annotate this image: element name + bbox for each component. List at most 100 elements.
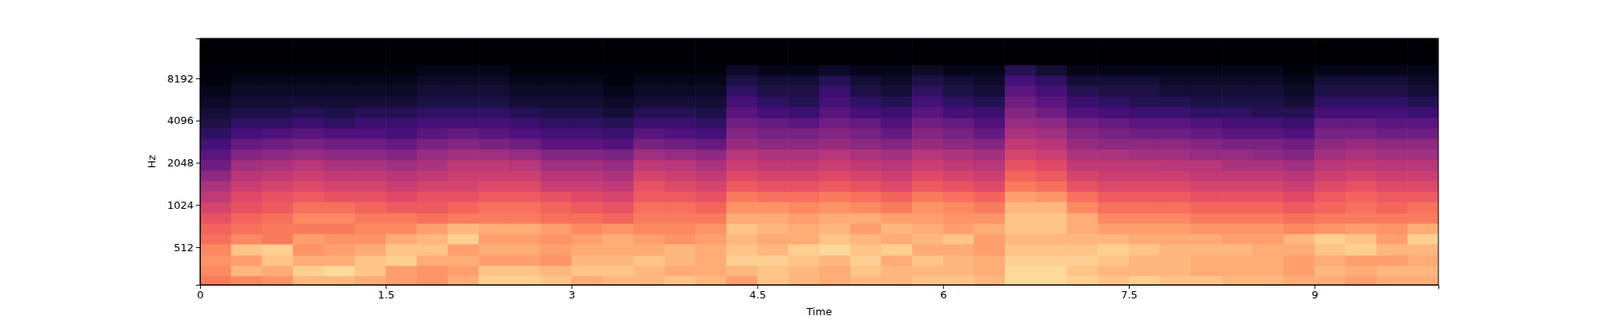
cell [1345, 212, 1377, 224]
cell [726, 201, 758, 213]
cell [1314, 138, 1346, 150]
cell [1407, 180, 1439, 192]
cell [1314, 128, 1346, 140]
cell [912, 223, 944, 235]
cell [571, 148, 603, 160]
cell [1097, 233, 1129, 245]
cell [1376, 244, 1408, 256]
cell [1128, 117, 1160, 129]
cell [1376, 117, 1408, 129]
cell [602, 170, 634, 182]
cell [912, 148, 944, 160]
cell [974, 191, 1006, 203]
cell [540, 244, 572, 256]
x-tick-label: 7.5 [1120, 288, 1138, 301]
cell [819, 276, 851, 285]
cell [850, 265, 882, 277]
cell [664, 201, 696, 213]
cell [602, 201, 634, 213]
x-tick: 0 [196, 284, 204, 301]
cell [1067, 170, 1099, 182]
cell [850, 212, 882, 224]
cell [509, 212, 541, 224]
y-tick-label: 8192 [167, 72, 194, 85]
cell [757, 191, 789, 203]
cell [757, 223, 789, 235]
cell [633, 233, 665, 245]
cell [1190, 255, 1222, 266]
cell [448, 138, 480, 150]
cell [1345, 191, 1377, 203]
cell [324, 223, 356, 235]
cell [726, 255, 758, 266]
cell [819, 201, 851, 213]
cell [664, 160, 696, 172]
cell [1097, 75, 1129, 87]
cell [602, 64, 634, 76]
cell [385, 223, 417, 235]
cell [1252, 107, 1284, 119]
cell [1252, 223, 1284, 235]
cell [602, 160, 634, 172]
cell [943, 223, 975, 235]
cell [974, 107, 1006, 119]
cell [1407, 255, 1439, 266]
cell [448, 180, 480, 192]
cell [788, 223, 820, 235]
cell [819, 223, 851, 235]
x-tick: 7.5 [1120, 284, 1138, 301]
cell [1004, 201, 1036, 213]
cell [633, 107, 665, 119]
cells [200, 38, 1439, 285]
cell [478, 148, 510, 160]
cell [200, 38, 232, 65]
cell [726, 233, 758, 245]
x-axis-title: Time [805, 305, 832, 318]
cell [757, 75, 789, 87]
cell [355, 233, 387, 245]
cell [1036, 117, 1068, 129]
cell [1097, 148, 1129, 160]
cell [571, 255, 603, 266]
cell [664, 244, 696, 256]
cell [540, 75, 572, 87]
cell [1004, 233, 1036, 245]
cell [1190, 107, 1222, 119]
cell [1252, 85, 1284, 97]
cell [1314, 244, 1346, 256]
cell [1252, 75, 1284, 87]
cell [540, 85, 572, 97]
cell [1160, 233, 1192, 245]
cell [1221, 276, 1253, 285]
cell [726, 244, 758, 256]
cell [1036, 276, 1068, 285]
cell [880, 64, 912, 76]
cell [448, 233, 480, 245]
cell [1284, 85, 1316, 97]
cell [385, 64, 417, 76]
cell [292, 191, 324, 203]
cell [819, 170, 851, 182]
cell [1376, 38, 1408, 65]
cell [850, 255, 882, 266]
cell [231, 244, 263, 256]
x-tick-label: 1.5 [377, 288, 395, 301]
cell [540, 170, 572, 182]
cell [880, 107, 912, 119]
cell [974, 244, 1006, 256]
cell [231, 64, 263, 76]
cell [571, 138, 603, 150]
cell [416, 117, 448, 129]
cell [1252, 265, 1284, 277]
cell [448, 244, 480, 256]
cell [1128, 170, 1160, 182]
cell [695, 128, 727, 140]
cell [912, 117, 944, 129]
cell [695, 138, 727, 150]
cell [448, 128, 480, 140]
cell [1376, 265, 1408, 277]
cell [324, 212, 356, 224]
cell [1128, 223, 1160, 235]
cell [1190, 96, 1222, 108]
cell [1190, 223, 1222, 235]
